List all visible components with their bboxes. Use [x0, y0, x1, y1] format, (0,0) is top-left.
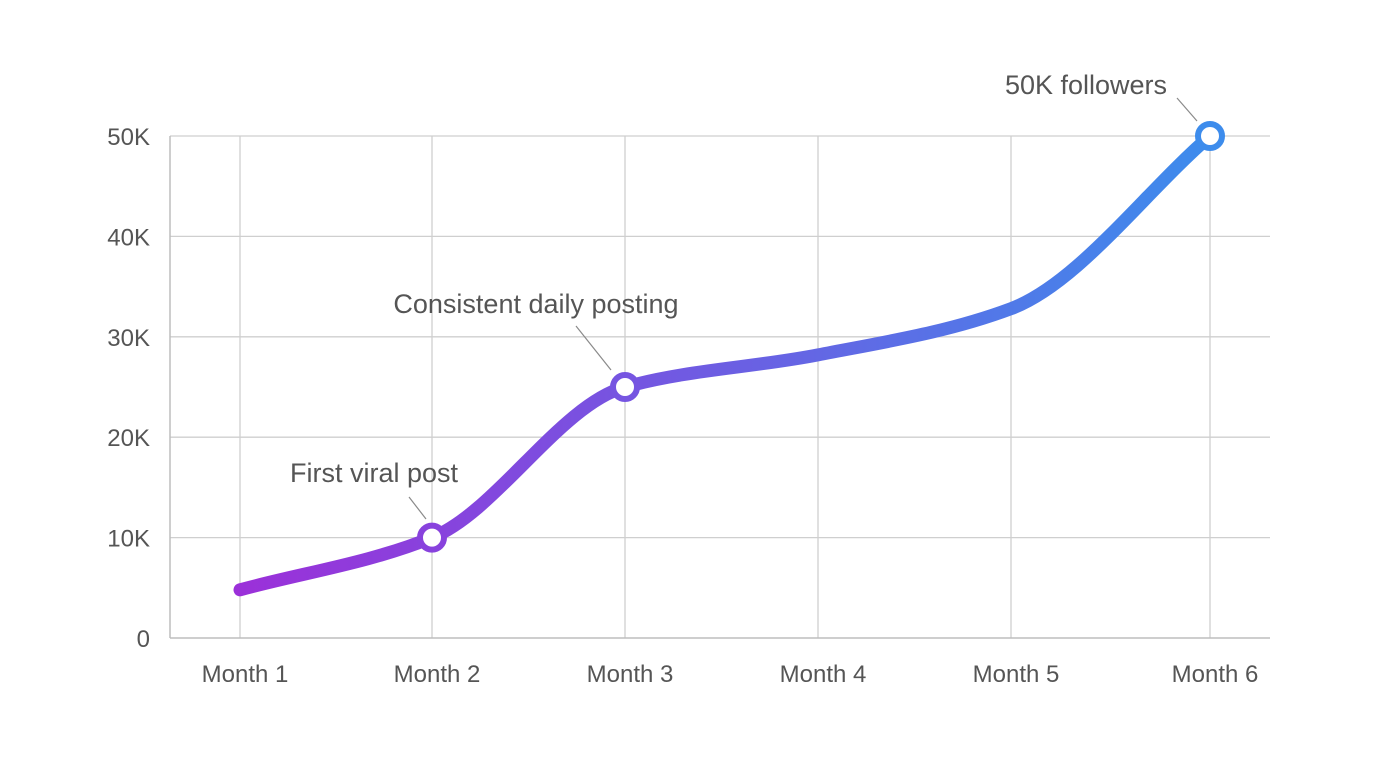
x-tick-label: Month 6 [1172, 661, 1259, 688]
annotation-markers [417, 121, 1225, 553]
x-tick-label: Month 5 [973, 661, 1060, 688]
y-tick-label: 10K [107, 526, 150, 553]
grid [170, 135, 1270, 638]
annotation-leader-line [1176, 97, 1198, 122]
y-tick-label: 40K [107, 224, 150, 251]
annotation-leader-line [575, 325, 612, 371]
followers-line [233, 129, 1217, 597]
annotation-marker [1195, 121, 1225, 151]
annotation-label: Consistent daily posting [393, 289, 678, 319]
x-tick-label: Month 3 [587, 661, 674, 688]
x-tick-label: Month 1 [202, 661, 289, 688]
series [233, 129, 1217, 597]
x-tick-label: Month 2 [394, 661, 481, 688]
axes [169, 136, 1270, 639]
annotation-labels: First viral post Consistent daily posting… [290, 70, 1167, 488]
annotation-label: 50K followers [1005, 70, 1167, 100]
annotation-leader-line [408, 496, 427, 520]
x-tick-label: Month 4 [780, 661, 867, 688]
y-tick-label: 50K [107, 124, 150, 151]
annotation-marker [417, 522, 447, 553]
y-tick-label: 30K [107, 325, 150, 352]
annotation-label: First viral post [290, 458, 459, 488]
y-tick-label: 20K [107, 425, 150, 452]
annotation-leaders [408, 97, 1198, 520]
y-tick-label: 0 [137, 626, 150, 653]
annotation-marker [610, 372, 640, 402]
tick-labels: 0 10K 20K 30K 40K 50K Month 1 Month 2 Month 3 Mon… [107, 124, 1258, 688]
